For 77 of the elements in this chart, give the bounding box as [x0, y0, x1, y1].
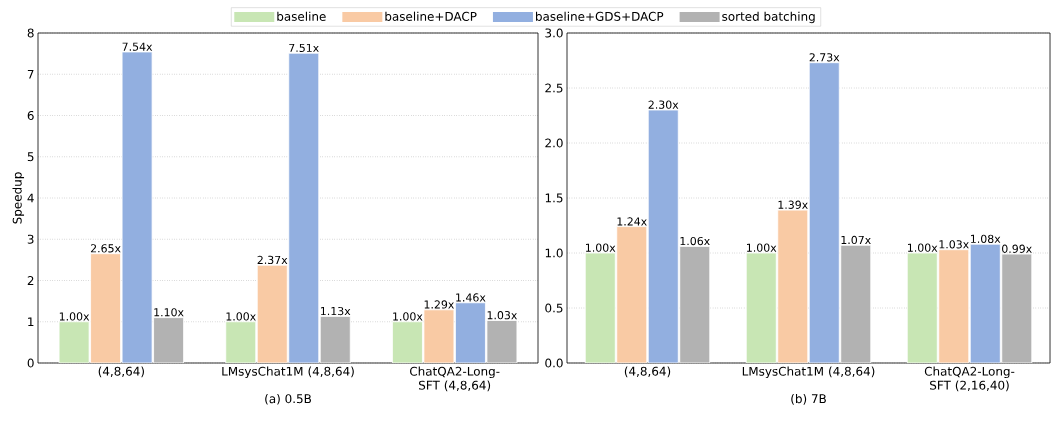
data-label: 7.51x: [289, 43, 319, 53]
bar: [58, 321, 90, 363]
bar: [455, 302, 486, 363]
data-label: 1.00x: [393, 312, 423, 321]
bar: [745, 252, 777, 363]
y-tick-label: 3.0: [545, 28, 563, 38]
x-tick-label: (4,8,64): [624, 366, 671, 378]
x-tick-label: ChatQA2-Long-SFT (4,8,64): [410, 366, 500, 392]
x-tick-label: (4,8,64): [98, 366, 144, 378]
y-tick-label: 6: [27, 110, 34, 121]
data-label: 1.00x: [586, 243, 616, 252]
data-label: 1.00x: [908, 243, 938, 252]
y-tick-label: 0.5: [545, 303, 563, 313]
x-tick-label: LMsysChat1M (4,8,64): [222, 366, 354, 379]
data-label: 1.29x: [424, 300, 454, 309]
bar: [679, 246, 711, 363]
data-label: 1.24x: [617, 217, 647, 226]
y-tick-label: 1: [28, 317, 34, 327]
legend-label: sorted batching: [722, 11, 815, 24]
data-label: 1.46x: [456, 293, 486, 302]
y-tick-label: 5: [27, 152, 34, 162]
y-tick-label: 2: [27, 276, 34, 285]
bar: [392, 321, 423, 363]
data-label: 2.30x: [648, 100, 679, 109]
legend-label: baseline+DACP: [385, 11, 477, 21]
data-label: 0.99x: [1002, 244, 1032, 253]
data-label: 1.03x: [487, 311, 517, 320]
data-label: 1.00x: [226, 312, 256, 321]
bar: [906, 252, 938, 363]
bar: [121, 51, 153, 363]
y-tick-label: 8: [27, 28, 34, 38]
bar: [777, 209, 809, 363]
y-tick-label: 0.0: [545, 358, 563, 368]
legend-label: baseline+GDS+DACP: [536, 11, 664, 21]
y-tick-label: 7: [27, 69, 34, 79]
bar: [1001, 253, 1033, 363]
y-tick-label: 3: [27, 234, 34, 244]
data-label: 2.37x: [257, 255, 288, 265]
y-tick-label: 2.0: [545, 138, 563, 148]
bar: [840, 244, 872, 363]
y-axis-title: Speedup: [12, 172, 25, 224]
bar: [319, 315, 351, 363]
data-label: 2.65x: [90, 244, 121, 253]
y-tick-label: 1.5: [545, 193, 563, 203]
bar: [616, 226, 648, 363]
y-tick-label: 4: [27, 193, 34, 203]
bar: [969, 243, 1001, 363]
bar: [808, 62, 840, 363]
data-label: 1.00x: [59, 312, 90, 321]
data-label: 1.10x: [154, 308, 184, 317]
x-tick-label: ChatQA2-Long-SFT (2,16,40): [924, 366, 1015, 392]
data-label: 1.07x: [841, 235, 871, 245]
bar: [486, 320, 518, 363]
x-axis-title: (a) 0.5B: [265, 393, 311, 405]
data-label: 1.39x: [778, 200, 808, 209]
bar: [584, 252, 616, 363]
data-label: 1.08x: [971, 234, 1001, 243]
data-label: 1.13x: [321, 306, 351, 316]
data-label: 1.00x: [747, 243, 777, 252]
y-tick-label: 1.0: [545, 248, 563, 258]
y-tick-label: 0: [27, 358, 34, 368]
bar: [153, 317, 184, 363]
data-label: 1.03x: [939, 240, 969, 249]
data-label: 1.06x: [680, 236, 710, 246]
x-axis-title: (b) 7B: [791, 393, 826, 405]
bar: [288, 52, 320, 363]
bar: [647, 109, 679, 363]
bar: [938, 249, 970, 363]
y-tick-label: 2.5: [545, 83, 563, 93]
bar: [256, 264, 288, 363]
legend-label: baseline: [277, 11, 326, 21]
bar: [90, 253, 121, 363]
bar: [225, 321, 257, 363]
bar: [423, 309, 455, 363]
data-label: 2.73x: [809, 53, 840, 62]
x-tick-label: LMsysChat1M (4,8,64): [742, 366, 875, 379]
data-label: 7.54x: [122, 42, 153, 51]
